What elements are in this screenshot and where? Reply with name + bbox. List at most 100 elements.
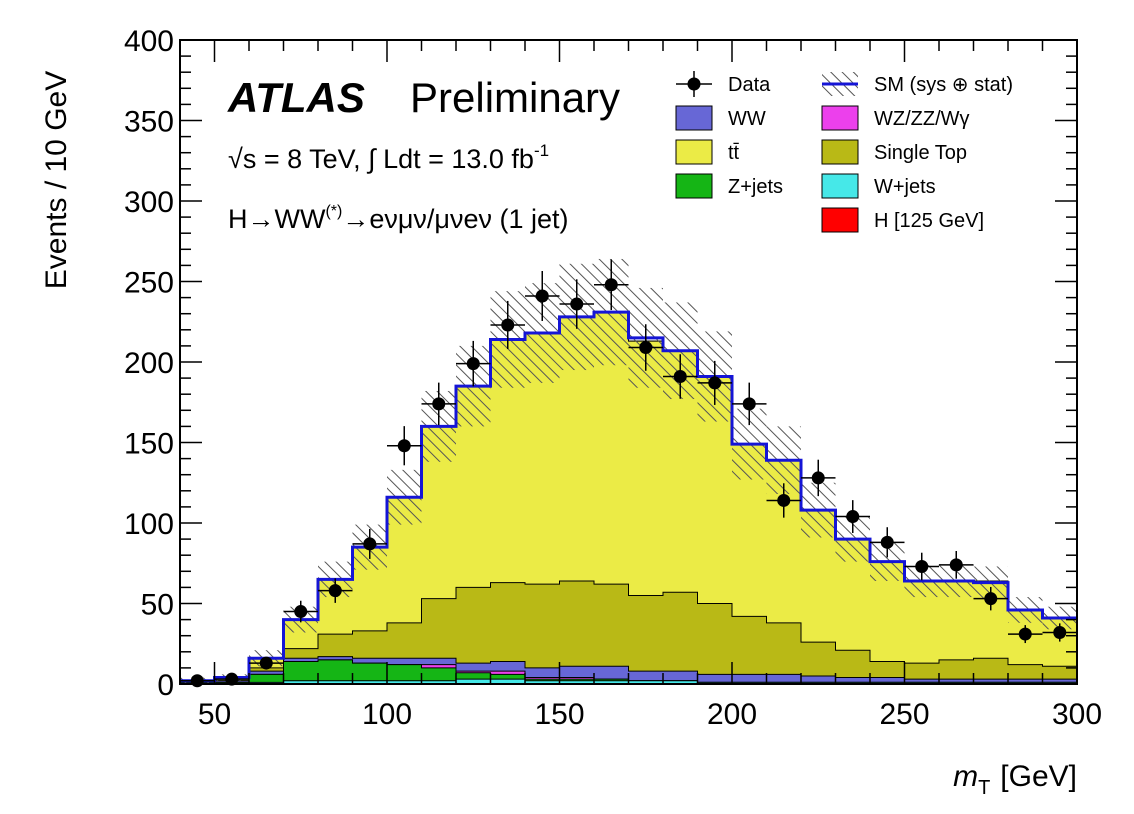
legend-entry-z-jets: Z+jets xyxy=(675,173,783,199)
data-point xyxy=(180,674,215,688)
data-point xyxy=(249,656,284,670)
data-point xyxy=(801,459,836,497)
legend: Data SM (sys ⊕ stat) WW WZ/ZZ/Wγ tt̄ Single T… xyxy=(675,71,1013,233)
legend-label: SM (sys ⊕ stat) xyxy=(874,74,1013,96)
data-marker xyxy=(949,558,963,572)
preliminary-label: Preliminary xyxy=(410,74,620,121)
legend-label: Single Top xyxy=(874,142,967,164)
x-tick-label: 150 xyxy=(534,698,584,731)
data-point xyxy=(594,259,629,311)
x-axis-title: mT [GeV] xyxy=(953,760,1077,799)
data-marker xyxy=(604,278,618,292)
data-point xyxy=(214,672,249,686)
data-point xyxy=(904,552,939,581)
legend-swatch xyxy=(821,207,859,233)
sm-total-line xyxy=(180,310,1077,683)
legend-data-marker xyxy=(687,77,701,91)
channel-text-b: →eνμν/μνeν (1 jet) xyxy=(342,204,568,234)
x-tick-label: 250 xyxy=(879,698,929,731)
data-marker xyxy=(501,318,515,332)
sm-total-step-line xyxy=(180,310,1077,683)
data-point xyxy=(525,270,560,321)
data-point xyxy=(1008,625,1043,644)
y-tick-label: 400 xyxy=(124,25,174,58)
data-point xyxy=(939,551,974,579)
legend-label: tt̄ xyxy=(728,142,740,164)
data-marker xyxy=(466,357,480,371)
data-marker xyxy=(880,535,894,549)
legend-entry-sm-sys-stat: SM (sys ⊕ stat) xyxy=(822,72,1013,96)
data-marker xyxy=(1018,627,1032,641)
data-point xyxy=(387,426,422,466)
legend-entry-single-top: Single Top xyxy=(821,139,967,165)
y-tick-label: 50 xyxy=(141,589,174,622)
legend-entry-h-125-gev: H [125 GeV] xyxy=(821,207,984,233)
channel-superscript: (*) xyxy=(325,203,342,220)
data-point xyxy=(352,528,387,559)
data-point xyxy=(766,483,801,518)
data-marker xyxy=(570,297,584,311)
y-tick-label: 300 xyxy=(124,186,174,219)
data-point xyxy=(697,360,732,405)
data-marker xyxy=(673,369,687,383)
legend-entry-data: Data xyxy=(676,71,771,97)
data-marker xyxy=(708,376,722,390)
data-marker xyxy=(259,656,273,670)
energy-lumi-text: √s = 8 TeV, ∫ Ldt = 13.0 fb xyxy=(228,144,534,174)
legend-entry-ww: WW xyxy=(675,105,766,131)
x-tick-label: 300 xyxy=(1052,698,1102,731)
data-point xyxy=(835,500,870,533)
channel-label: H→WW(*)→eνμν/μνeν (1 jet) xyxy=(228,203,569,234)
data-marker xyxy=(811,471,825,485)
data-point xyxy=(283,600,318,623)
stacked-backgrounds xyxy=(180,311,1077,684)
x-axis-symbol: m xyxy=(953,760,978,793)
data-marker xyxy=(1053,625,1067,639)
data-point xyxy=(421,382,456,426)
legend-swatch xyxy=(821,139,859,165)
legend-label: WZ/ZZ/Wγ xyxy=(874,108,970,130)
x-tick-label: 50 xyxy=(198,698,231,731)
atlas-label: ATLAS xyxy=(227,74,365,121)
legend-swatch xyxy=(675,105,713,131)
data-point xyxy=(559,279,594,329)
legend-entry-w-jets: W+jets xyxy=(821,173,936,199)
x-axis-subscript: T xyxy=(978,777,990,799)
data-marker xyxy=(432,397,446,411)
data-marker xyxy=(846,510,860,524)
data-marker xyxy=(639,341,653,355)
data-marker xyxy=(915,559,929,573)
x-tick-label: 100 xyxy=(362,698,412,731)
legend-swatch xyxy=(675,139,713,165)
y-tick-label: 150 xyxy=(124,428,174,461)
tick-labels: 0 50 100 150 200 250 300 350 400 50 100 150 200 250 30… xyxy=(124,25,1102,731)
data-marker xyxy=(328,584,342,598)
legend-entry-wz-zz-w: WZ/ZZ/Wγ xyxy=(821,105,970,131)
data-marker xyxy=(363,537,377,551)
data-marker xyxy=(294,605,308,619)
data-marker xyxy=(225,672,239,686)
legend-swatch xyxy=(675,173,713,199)
axes xyxy=(179,39,1078,685)
y-tick-label: 250 xyxy=(124,267,174,300)
data-marker xyxy=(777,493,791,507)
y-tick-label: 350 xyxy=(124,106,174,139)
data-point xyxy=(318,578,353,603)
legend-label: WW xyxy=(728,108,766,130)
legend-swatch xyxy=(821,173,859,199)
y-tick-label: 0 xyxy=(157,669,174,702)
lumi-unit-superscript: -1 xyxy=(534,141,549,160)
legend-entry-tt: tt̄ xyxy=(675,139,740,165)
data-point xyxy=(628,324,663,371)
legend-label: Z+jets xyxy=(728,176,783,198)
legend-label: W+jets xyxy=(874,176,936,198)
data-point xyxy=(663,354,698,399)
channel-text-a: H→WW xyxy=(228,204,326,234)
y-axis-title: Events / 10 GeV xyxy=(40,71,73,289)
data-point xyxy=(1042,623,1077,642)
data-points xyxy=(180,259,1077,688)
legend-label: H [125 GeV] xyxy=(874,210,984,232)
y-tick-label: 100 xyxy=(124,508,174,541)
energy-lumi-label: √s = 8 TeV, ∫ Ldt = 13.0 fb-1 xyxy=(228,141,549,174)
